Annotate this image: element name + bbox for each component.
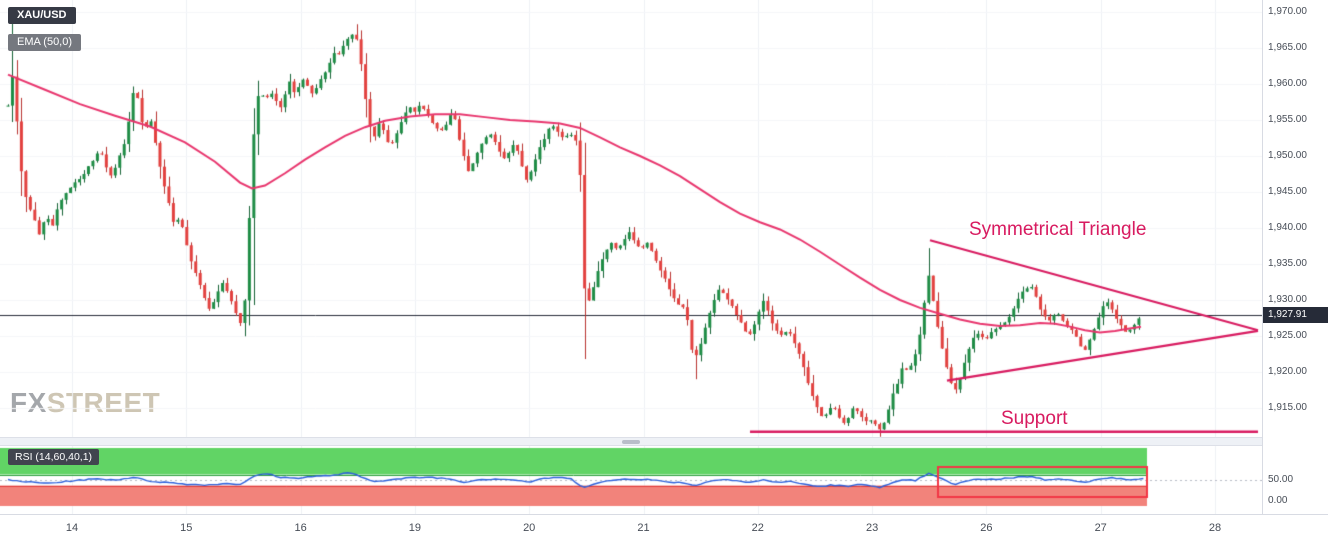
- price-tick-label: 1,925.00: [1268, 330, 1307, 341]
- price-tick-label: 1,950.00: [1268, 150, 1307, 161]
- time-tick-label: 22: [751, 522, 764, 534]
- time-tick-label: 23: [865, 522, 879, 534]
- time-tick-label: 16: [294, 522, 307, 534]
- pane-resize-handle[interactable]: [622, 440, 640, 444]
- price-tick-label: 1,920.00: [1268, 366, 1307, 377]
- time-tick-label: 28: [1208, 522, 1222, 534]
- rsi-tick-label: 50.00: [1268, 474, 1294, 485]
- current-price-badge: 1,927.91: [1263, 307, 1328, 324]
- price-tick-label: 1,935.00: [1268, 258, 1307, 269]
- price-tick-label: 1,970.00: [1268, 6, 1307, 17]
- pane-separator[interactable]: [0, 437, 1262, 446]
- time-tick-label: 14: [65, 522, 79, 534]
- rsi-tick-label: 0.00: [1268, 495, 1288, 506]
- time-tick-label: 19: [408, 522, 422, 534]
- time-tick-label: 26: [980, 522, 993, 534]
- price-tick-label: 1,965.00: [1268, 42, 1307, 53]
- price-tick-label: 1,945.00: [1268, 186, 1307, 197]
- rsi-indicator-badge[interactable]: RSI (14,60,40,1): [8, 449, 100, 465]
- symmetrical-triangle-annotation: Symmetrical Triangle: [969, 219, 1147, 240]
- time-tick-label: 15: [180, 522, 193, 534]
- price-tick-label: 1,955.00: [1268, 114, 1307, 125]
- symbol-badge[interactable]: XAU/USD: [8, 7, 76, 24]
- time-axis[interactable]: 14 15 16 19 20 21 22 23 26 27 28: [0, 514, 1328, 540]
- price-axis[interactable]: 1,927.91 1,970.00 1,965.00 1,960.00 1,955.0…: [1262, 0, 1328, 514]
- price-tick-label: 1,915.00: [1268, 402, 1307, 413]
- price-tick-label: 1,930.00: [1268, 294, 1307, 305]
- time-tick-label: 21: [637, 522, 650, 534]
- time-tick-label: 27: [1094, 522, 1107, 534]
- price-tick-label: 1,960.00: [1268, 78, 1307, 89]
- time-tick-label: 20: [523, 522, 536, 534]
- ema-indicator-badge[interactable]: EMA (50,0): [8, 34, 82, 51]
- price-tick-label: 1,940.00: [1268, 222, 1307, 233]
- support-annotation: Support: [1001, 408, 1068, 429]
